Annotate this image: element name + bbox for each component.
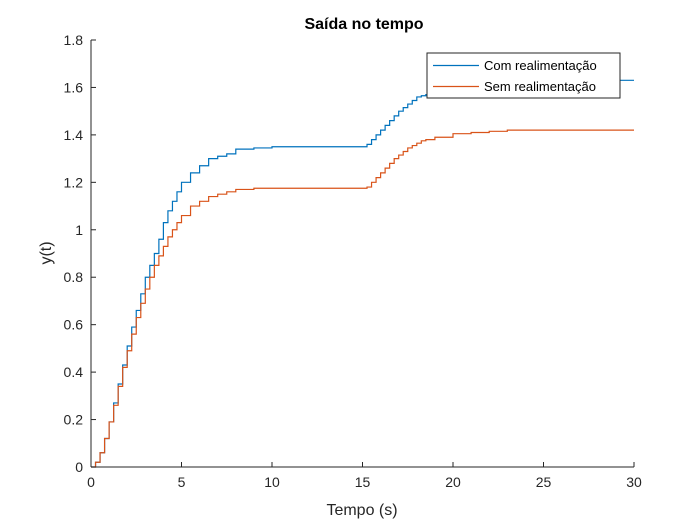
legend-label-com-realimentacao: Com realimentação — [484, 58, 597, 73]
y-tick-label: 0.8 — [64, 269, 84, 285]
axes-layer: 0 5 10 15 20 25 30 0 0.2 0.4 0.6 0.8 1 1.2 1.4 1.6 1.8 — [64, 32, 642, 490]
x-tick-label: 30 — [626, 474, 642, 490]
plot-area — [91, 40, 634, 467]
x-tick-label: 25 — [536, 474, 552, 490]
y-tick-label: 1.6 — [64, 79, 84, 95]
y-tick-label: 1.2 — [64, 174, 84, 190]
legend: Com realimentação Sem realimentação — [426, 52, 621, 99]
y-tick-label: 0.6 — [64, 317, 84, 333]
x-tick-label: 0 — [87, 474, 95, 490]
y-tick-label: 1.4 — [64, 127, 84, 143]
y-tick-label: 0 — [75, 459, 83, 475]
series-layer — [91, 79, 634, 468]
y-tick-label: 0.2 — [64, 412, 84, 428]
legend-label-sem-realimentacao: Sem realimentação — [484, 79, 596, 94]
y-tick-label: 1 — [75, 222, 83, 238]
series-line-sem-realimentacao — [91, 129, 634, 468]
legend-box — [426, 52, 621, 99]
x-tick-label: 15 — [355, 474, 371, 490]
x-tick-label: 5 — [178, 474, 186, 490]
x-tick-label: 20 — [445, 474, 461, 490]
x-tick-label: 10 — [264, 474, 280, 490]
y-tick-label: 1.8 — [64, 32, 84, 48]
chart-title: Saída no tempo — [304, 16, 423, 33]
y-axis-label: y(t) — [38, 241, 55, 264]
y-tick-label: 0.4 — [64, 364, 84, 380]
x-axis-label: Tempo (s) — [326, 502, 397, 519]
series-line-com-realimentacao — [91, 79, 634, 468]
